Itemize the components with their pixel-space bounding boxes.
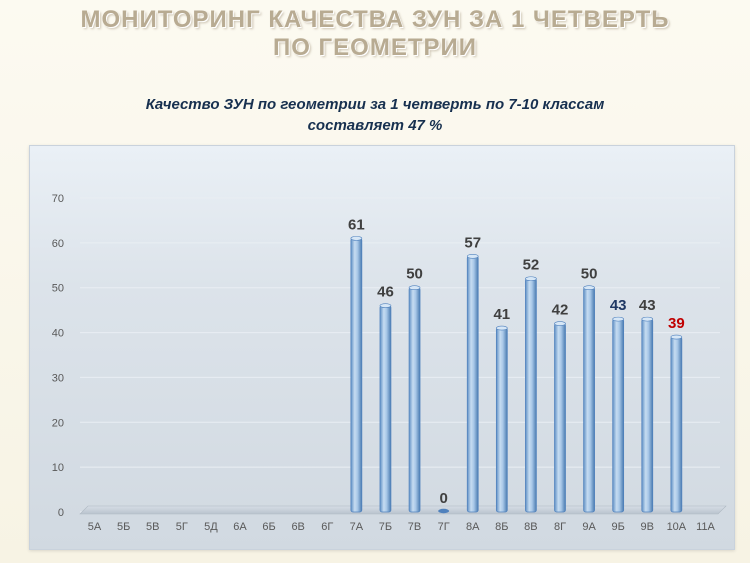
bar-chart: 0 10 20 30 40 50 60 70 5А 5Б 5В 5Г 5Д 6А 6Б 6В 6Г 7А 61 7Б 4… <box>52 193 727 533</box>
y-tick-label: 0 <box>58 507 64 519</box>
data-label: 0 <box>439 490 447 507</box>
bar-cap <box>670 334 683 340</box>
slide-title-line-2: ПО ГЕОМЕТРИИ <box>272 34 478 61</box>
bar <box>612 318 625 513</box>
x-tick-label: 8Г <box>554 521 566 533</box>
x-tick-label: 5Б <box>117 521 130 533</box>
bar <box>466 255 479 513</box>
data-label: 61 <box>348 216 365 233</box>
bar <box>554 323 566 513</box>
bar <box>379 305 392 513</box>
bar <box>525 278 537 513</box>
slide-title-line-1: МОНИТОРИНГ КАЧЕСТВА ЗУН ЗА 1 ЧЕТВЕРТЬ <box>80 6 670 33</box>
data-label: 52 <box>523 257 540 274</box>
y-tick-label: 60 <box>52 238 64 250</box>
x-tick-label: 9В <box>641 521 654 533</box>
x-tick-label: 9Б <box>612 521 625 533</box>
data-label: 43 <box>639 297 656 314</box>
slide-title: МОНИТОРИНГ КАЧЕСТВА ЗУН ЗА 1 ЧЕТВЕРТЬ ПО… <box>0 6 750 62</box>
bar-cap <box>466 254 479 259</box>
y-tick-label: 50 <box>52 283 64 295</box>
chart-area: 0 10 20 30 40 50 60 70 5А 5Б 5В 5Г 5Д 6А 6Б 6В 6Г 7А 61 7Б 4… <box>29 145 735 550</box>
slide-subtitle-line-1: Качество ЗУН по геометрии за 1 четверть … <box>145 96 605 113</box>
x-tick-label: 5Г <box>176 521 188 533</box>
x-tick-label: 8А <box>466 521 480 533</box>
data-label: 39 <box>668 315 685 332</box>
x-tick-label: 6Б <box>262 521 275 533</box>
x-tick-label: 6Г <box>321 521 333 533</box>
bar-cap <box>641 316 654 322</box>
bar <box>495 327 508 513</box>
data-label: 57 <box>464 234 481 251</box>
y-tick-label: 70 <box>52 193 64 205</box>
bar-cap <box>379 303 392 308</box>
y-tick-label: 20 <box>52 417 64 429</box>
x-tick-label: 11А <box>696 521 715 533</box>
x-tick-label: 7А <box>350 521 364 533</box>
data-label: 50 <box>406 266 423 283</box>
x-tick-label: 6В <box>291 521 304 533</box>
slide-subtitle: Качество ЗУН по геометрии за 1 четверть … <box>0 94 750 136</box>
chart-floor <box>79 505 727 515</box>
bar-cap <box>496 325 508 331</box>
bar-cap <box>612 316 624 322</box>
data-label: 43 <box>610 297 627 314</box>
bar <box>641 318 654 513</box>
y-tick-label: 30 <box>52 372 64 384</box>
bar-cap <box>350 236 363 241</box>
data-label: 41 <box>493 306 510 323</box>
bar <box>583 287 595 513</box>
data-label: 46 <box>377 284 394 301</box>
bar <box>408 287 421 513</box>
x-tick-label: 6А <box>233 521 247 533</box>
slide-subtitle-line-2: составляет 47 % <box>307 117 443 134</box>
bar-cap <box>583 285 595 291</box>
bar <box>350 238 363 513</box>
x-tick-label: 5В <box>146 521 159 533</box>
data-label: 50 <box>581 266 598 283</box>
bar <box>438 508 450 514</box>
x-tick-label: 8Б <box>495 521 508 533</box>
x-tick-label: 10А <box>667 521 687 533</box>
bar <box>670 336 683 513</box>
bar-cap <box>408 285 421 291</box>
x-tick-label: 8В <box>524 521 537 533</box>
data-label: 42 <box>552 302 569 319</box>
x-tick-label: 7Б <box>379 521 392 533</box>
bar-cap <box>525 276 537 282</box>
x-tick-label: 7В <box>408 521 421 533</box>
y-tick-label: 10 <box>52 462 64 474</box>
x-tick-label: 9А <box>582 521 596 533</box>
x-tick-label: 5Д <box>204 521 218 533</box>
x-tick-label: 7Г <box>438 521 450 533</box>
bar-cap <box>554 321 566 326</box>
x-tick-label: 5А <box>88 521 102 533</box>
y-tick-label: 40 <box>52 328 64 340</box>
